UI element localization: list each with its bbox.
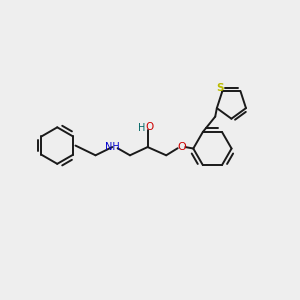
- Text: O: O: [177, 142, 186, 152]
- Text: H: H: [138, 123, 146, 133]
- Text: O: O: [145, 122, 154, 132]
- Text: S: S: [217, 83, 224, 93]
- Text: NH: NH: [105, 142, 120, 152]
